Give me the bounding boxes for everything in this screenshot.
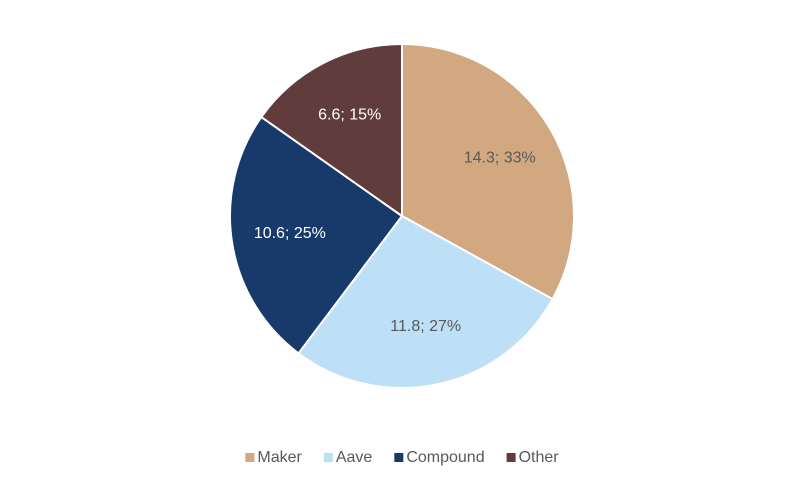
legend-label: Maker xyxy=(257,449,302,466)
legend-label: Aave xyxy=(336,449,373,466)
legend-swatch xyxy=(506,453,516,462)
data-label: 6.6; 15% xyxy=(318,106,381,123)
pie-slice xyxy=(401,42,575,301)
pie-slice xyxy=(229,115,404,355)
legend-label: Other xyxy=(519,449,560,466)
legend-swatch xyxy=(245,453,255,462)
data-label: 11.8; 27% xyxy=(390,318,461,335)
legend-label: Compound xyxy=(406,449,484,466)
legend-swatch xyxy=(394,453,404,462)
pie-slice xyxy=(259,42,403,218)
data-label: 10.6; 25% xyxy=(254,225,326,242)
data-label: 14.3; 33% xyxy=(464,150,536,167)
pie-slice xyxy=(297,214,554,389)
legend-swatch xyxy=(323,453,333,462)
